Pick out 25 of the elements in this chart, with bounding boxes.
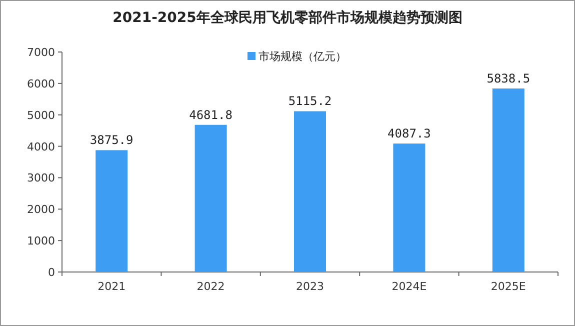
x-tick-label: 2025E (490, 280, 526, 293)
legend-label: 市场规模（亿元） (258, 50, 346, 63)
y-tick-label: 7000 (27, 46, 55, 59)
data-label: 3875.9 (90, 133, 134, 148)
data-label: 4681.8 (189, 108, 232, 122)
data-label: 4087.3 (388, 126, 431, 141)
y-tick-label: 1000 (27, 234, 55, 248)
bar (393, 144, 426, 272)
bar (492, 88, 524, 272)
bar (294, 111, 326, 272)
y-tick-label: 3000 (27, 172, 55, 185)
chart-title: 2021-2025年全球民用飞机零部件市场规模趋势预测图 (112, 9, 462, 26)
data-label: 5115.2 (288, 94, 332, 108)
y-tick-label: 2000 (27, 203, 55, 216)
y-tick-label: 0 (48, 266, 55, 279)
x-tick-label: 2024E (392, 280, 427, 293)
y-tick-label: 5000 (27, 108, 55, 122)
x-tick-label: 2022 (196, 280, 225, 293)
x-tick-label: 2023 (296, 280, 324, 293)
y-tick-label: 4000 (27, 140, 55, 154)
bar (194, 124, 227, 272)
x-tick-label: 2021 (98, 280, 126, 293)
bar (96, 150, 128, 272)
data-label: 5838.5 (486, 72, 530, 86)
y-tick-label: 6000 (27, 77, 55, 90)
